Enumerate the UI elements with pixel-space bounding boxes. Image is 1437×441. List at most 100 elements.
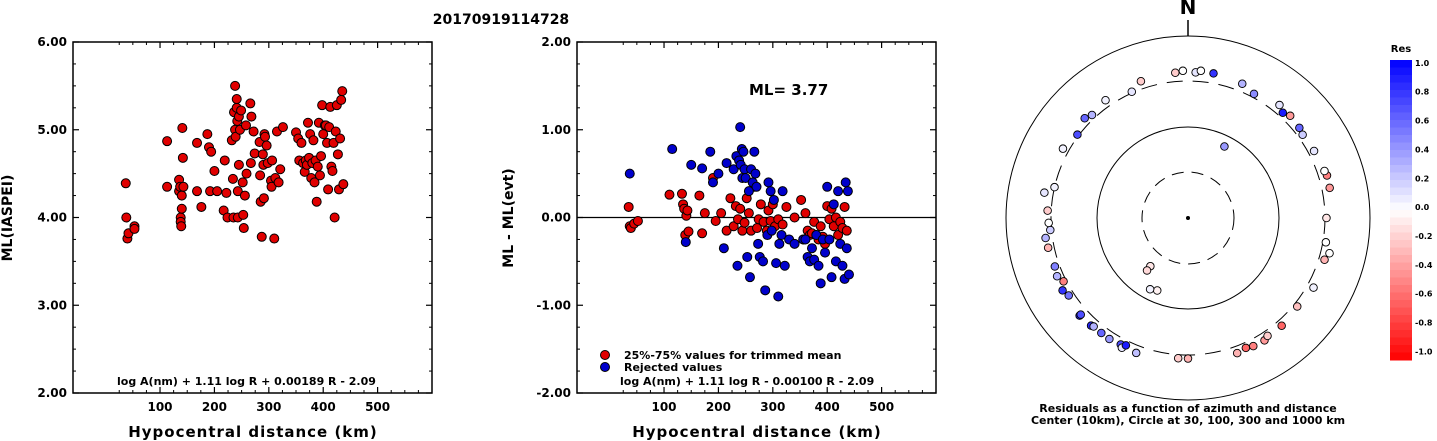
residual-point bbox=[1142, 266, 1152, 275]
data-point bbox=[176, 190, 187, 201]
panel-ml-iaspei: 100 200 300 400 500 2.00 3.00 4.00 5.00 6.00 ML(I… bbox=[0, 35, 433, 441]
colorbar-swatch bbox=[1390, 247, 1412, 256]
figure-title: 20170919114728 bbox=[433, 12, 569, 28]
colorbar-tick-label: 0.4 bbox=[1415, 145, 1430, 154]
data-point bbox=[749, 146, 760, 157]
data-point bbox=[705, 146, 716, 157]
residual-point bbox=[1325, 183, 1334, 193]
data-point bbox=[308, 135, 319, 146]
residual-point bbox=[1058, 144, 1068, 153]
data-point bbox=[742, 251, 753, 262]
residual-point bbox=[1044, 218, 1053, 228]
data-point bbox=[822, 181, 833, 192]
data-point bbox=[219, 155, 230, 166]
data-point bbox=[241, 168, 252, 179]
data-point bbox=[735, 203, 746, 214]
y-tick-label: 6.00 bbox=[37, 35, 67, 49]
data-point bbox=[257, 149, 268, 160]
data-point bbox=[707, 177, 718, 188]
residual-point bbox=[1101, 95, 1110, 105]
data-point bbox=[789, 212, 800, 223]
data-point bbox=[815, 278, 826, 289]
data-point bbox=[266, 181, 277, 192]
x-tick-label: 500 bbox=[365, 400, 390, 414]
colorbar-swatch bbox=[1390, 135, 1412, 143]
residual-point bbox=[1178, 66, 1188, 76]
colorbar-swatch bbox=[1390, 60, 1412, 68]
colorbar-tick-label: 0.2 bbox=[1415, 174, 1429, 183]
data-point bbox=[826, 272, 837, 283]
x-tick-label: 200 bbox=[202, 400, 227, 414]
residual-point bbox=[1064, 291, 1073, 300]
colorbar-swatch bbox=[1390, 225, 1412, 233]
x-tick-label: 100 bbox=[651, 400, 676, 414]
colorbar-swatch bbox=[1390, 195, 1412, 203]
data-point bbox=[758, 256, 769, 267]
residual-point bbox=[1097, 328, 1106, 338]
residual-point bbox=[1232, 348, 1242, 358]
data-point bbox=[676, 188, 687, 199]
data-point bbox=[329, 212, 340, 223]
x-tick-label: 400 bbox=[311, 400, 336, 414]
data-point bbox=[277, 122, 288, 133]
colorbar-swatch bbox=[1390, 292, 1412, 301]
residual-point bbox=[1320, 255, 1329, 264]
data-point bbox=[336, 94, 347, 105]
legend-label-rejected: Rejected values bbox=[624, 361, 723, 374]
colorbar-swatch bbox=[1390, 157, 1412, 166]
data-point bbox=[664, 189, 675, 200]
x-tick-label: 500 bbox=[869, 400, 894, 414]
y-tick-label: 5.00 bbox=[37, 123, 67, 137]
data-point bbox=[721, 158, 732, 169]
residual-point bbox=[1263, 331, 1272, 341]
data-point bbox=[841, 243, 852, 254]
colorbar-swatch bbox=[1390, 202, 1412, 211]
north-label: N bbox=[1180, 0, 1197, 19]
data-point bbox=[697, 228, 708, 239]
data-point bbox=[750, 168, 761, 179]
data-point bbox=[686, 159, 697, 170]
data-point bbox=[781, 201, 792, 212]
residual-point bbox=[1278, 108, 1288, 117]
data-point bbox=[221, 187, 232, 198]
data-point bbox=[732, 260, 743, 271]
colorbar-swatch bbox=[1390, 112, 1412, 121]
data-point bbox=[779, 260, 790, 271]
residual-point bbox=[1209, 69, 1218, 78]
residual-point bbox=[1309, 283, 1318, 292]
residual-point bbox=[1298, 130, 1307, 139]
data-point bbox=[316, 151, 327, 162]
colorbar-tick-label: 0.0 bbox=[1415, 203, 1430, 212]
residual-point bbox=[1152, 286, 1162, 295]
panel-ml-residual: 100 200 300 400 500 -2.00 -1.00 0.00 1.00 2.00 ML… bbox=[501, 35, 937, 441]
data-point bbox=[212, 186, 223, 197]
data-point bbox=[843, 269, 854, 280]
x-tick-label: 400 bbox=[815, 400, 840, 414]
residual-point bbox=[1196, 66, 1206, 76]
legend-label-trimmed: 25%-75% values for trimmed mean bbox=[624, 349, 841, 362]
data-point bbox=[317, 100, 328, 111]
data-point bbox=[202, 129, 213, 140]
x-tick-label: 200 bbox=[706, 400, 731, 414]
residual-point bbox=[1309, 146, 1319, 156]
residual-point bbox=[1131, 348, 1141, 358]
residual-point bbox=[1183, 354, 1193, 363]
colorbar-swatch bbox=[1390, 352, 1412, 361]
ml-annotation: ML= 3.77 bbox=[749, 81, 828, 99]
data-point bbox=[824, 234, 835, 245]
y-tick-label: -2.00 bbox=[536, 386, 571, 400]
colorbar-swatch bbox=[1390, 75, 1412, 83]
data-point bbox=[162, 136, 173, 147]
data-point bbox=[776, 230, 787, 241]
data-point bbox=[121, 212, 132, 223]
colorbar-swatch bbox=[1390, 262, 1412, 271]
colorbar-swatch bbox=[1390, 97, 1412, 106]
colorbar-swatch bbox=[1390, 120, 1412, 128]
residual-point bbox=[1322, 213, 1331, 223]
data-point bbox=[311, 196, 322, 207]
data-point bbox=[839, 201, 850, 212]
data-point bbox=[196, 201, 207, 212]
data-point bbox=[800, 208, 811, 219]
data-point bbox=[710, 216, 721, 227]
data-point bbox=[237, 177, 248, 188]
